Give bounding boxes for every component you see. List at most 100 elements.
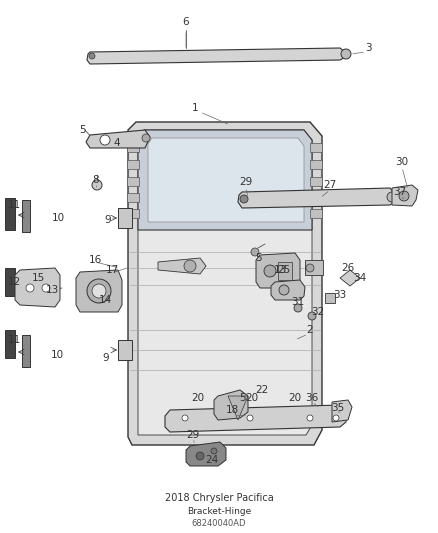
Circle shape (24, 225, 28, 229)
Bar (305, 260, 323, 275)
Text: 11: 11 (7, 200, 21, 210)
Text: 17: 17 (106, 265, 119, 275)
Bar (127, 209, 139, 218)
Text: 13: 13 (46, 285, 59, 295)
Text: 5: 5 (240, 393, 246, 403)
Bar (22, 335, 30, 367)
Text: 30: 30 (396, 157, 409, 167)
Text: 27: 27 (323, 180, 337, 190)
Polygon shape (238, 188, 396, 208)
Polygon shape (138, 130, 312, 230)
Polygon shape (228, 396, 248, 420)
Text: 25: 25 (277, 265, 291, 275)
Text: 8: 8 (93, 175, 99, 185)
Text: 20: 20 (191, 393, 205, 403)
Bar (127, 177, 139, 186)
Circle shape (184, 260, 196, 272)
Text: 9: 9 (105, 215, 111, 225)
Bar (118, 340, 132, 360)
Text: 18: 18 (226, 405, 239, 415)
Text: 20: 20 (289, 393, 301, 403)
Polygon shape (128, 122, 322, 445)
Text: 37: 37 (393, 187, 406, 197)
Polygon shape (76, 270, 122, 312)
Polygon shape (86, 130, 150, 148)
Bar (310, 177, 322, 186)
Circle shape (126, 343, 131, 348)
Polygon shape (214, 390, 248, 420)
Bar (5, 198, 15, 230)
Polygon shape (271, 280, 305, 300)
Circle shape (387, 192, 397, 202)
Circle shape (92, 284, 106, 298)
Bar (118, 208, 132, 228)
Text: 22: 22 (255, 385, 268, 395)
Polygon shape (332, 400, 352, 422)
Text: 36: 36 (305, 393, 318, 403)
Bar (127, 160, 139, 169)
Polygon shape (158, 258, 206, 274)
Text: 12: 12 (7, 277, 21, 287)
Circle shape (24, 358, 28, 362)
Text: 2018 Chrysler Pacifica: 2018 Chrysler Pacifica (165, 493, 273, 503)
Text: 14: 14 (99, 295, 112, 305)
Bar (325, 293, 335, 303)
Text: 2: 2 (307, 325, 313, 335)
Bar (127, 143, 139, 152)
Circle shape (333, 415, 339, 421)
Circle shape (307, 415, 313, 421)
Circle shape (308, 312, 316, 320)
Circle shape (240, 195, 248, 203)
Circle shape (24, 340, 28, 344)
Text: 68240040AD: 68240040AD (192, 519, 246, 528)
Circle shape (247, 415, 253, 421)
Text: 15: 15 (32, 273, 45, 283)
Text: 20: 20 (245, 393, 258, 403)
Text: 13: 13 (273, 265, 286, 275)
Text: 5: 5 (254, 253, 261, 263)
Text: 32: 32 (311, 307, 325, 317)
Text: 29: 29 (187, 430, 200, 440)
Circle shape (24, 215, 28, 219)
Circle shape (126, 221, 131, 225)
Polygon shape (256, 253, 300, 288)
Text: 11: 11 (7, 335, 21, 345)
Circle shape (92, 180, 102, 190)
Polygon shape (340, 270, 360, 286)
Circle shape (264, 265, 276, 277)
Circle shape (211, 448, 217, 454)
Circle shape (182, 415, 188, 421)
Text: 35: 35 (332, 403, 345, 413)
Text: 6: 6 (183, 17, 189, 27)
Polygon shape (186, 442, 226, 466)
Bar (310, 160, 322, 169)
Text: 10: 10 (51, 213, 64, 223)
Polygon shape (165, 405, 346, 432)
Circle shape (120, 221, 124, 225)
Text: 1: 1 (192, 103, 198, 113)
Circle shape (126, 352, 131, 358)
Circle shape (126, 211, 131, 215)
Text: 9: 9 (102, 353, 110, 363)
Bar (310, 209, 322, 218)
Bar (310, 143, 322, 152)
Circle shape (120, 352, 124, 358)
Circle shape (26, 284, 34, 292)
Text: 5: 5 (79, 125, 85, 135)
Circle shape (100, 135, 110, 145)
Polygon shape (148, 138, 304, 222)
Circle shape (279, 285, 289, 295)
Circle shape (87, 279, 111, 303)
Text: 10: 10 (50, 350, 64, 360)
Polygon shape (15, 268, 60, 307)
Circle shape (24, 350, 28, 354)
Circle shape (251, 248, 259, 256)
Bar (5, 330, 15, 358)
Text: 31: 31 (291, 297, 304, 307)
Text: 16: 16 (88, 255, 102, 265)
Text: 29: 29 (240, 177, 253, 187)
Circle shape (120, 343, 124, 348)
Polygon shape (392, 185, 418, 206)
Text: Bracket-Hinge: Bracket-Hinge (187, 506, 251, 515)
Circle shape (306, 264, 314, 272)
